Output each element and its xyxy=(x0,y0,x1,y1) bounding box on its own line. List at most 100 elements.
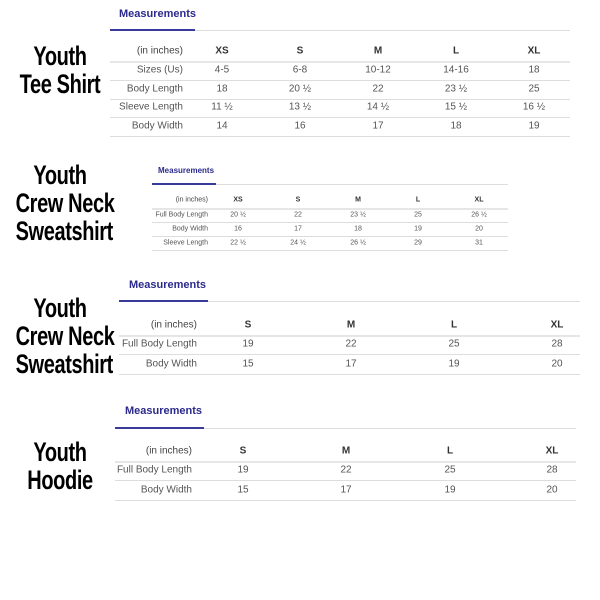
table-cell: 19 xyxy=(414,225,422,233)
tab-divider xyxy=(152,184,508,185)
header-divider xyxy=(119,334,580,337)
row-label: Body Width xyxy=(131,120,183,132)
row-label: Body Width xyxy=(140,484,192,496)
row-label: Body Width xyxy=(145,358,197,370)
column-header-l: L xyxy=(415,196,421,204)
row-divider xyxy=(110,79,570,81)
row-label: Body Length xyxy=(126,83,183,95)
product-heading: Youth Crew Neck Sweatshirt xyxy=(0,161,120,245)
row-label: Sleeve Length xyxy=(119,101,183,113)
table-cell: 18 xyxy=(450,120,462,132)
table-cell: 20 xyxy=(551,358,563,370)
table-cell: 22 ½ xyxy=(230,239,246,247)
table-cell: 22 xyxy=(294,211,302,219)
unit-label: (in inches) xyxy=(175,196,208,204)
table-cell: 17 xyxy=(372,120,384,132)
product-heading-line: Tee Shirt xyxy=(19,69,101,99)
table-cell: 18 xyxy=(354,225,362,233)
table-cell: 17 xyxy=(340,484,352,496)
column-header-xs: XS xyxy=(233,196,243,204)
column-header-s: S xyxy=(244,319,252,331)
table-cell: 6-8 xyxy=(292,64,308,76)
table-cell: 14 xyxy=(216,120,228,132)
row-label: Full Body Length xyxy=(116,464,192,476)
table-cell: 22 xyxy=(372,83,384,95)
table-cell: 22 xyxy=(345,338,357,350)
table-cell: 17 xyxy=(294,225,302,233)
table-cell: 19 xyxy=(448,358,460,370)
table-cell: 18 xyxy=(216,83,228,95)
table-cell: 20 ½ xyxy=(288,83,312,95)
table-cell: 28 xyxy=(546,464,558,476)
tab-underline xyxy=(119,300,208,302)
column-header-m: M xyxy=(373,45,383,57)
column-header-xl: XL xyxy=(474,196,484,204)
table-cell: 20 xyxy=(475,225,483,233)
product-heading-line: Hoodie xyxy=(27,465,93,495)
product-heading-line: Youth xyxy=(33,41,87,71)
column-header-l: L xyxy=(446,445,454,457)
table-cell: 29 xyxy=(414,239,422,247)
row-label: Full Body Length xyxy=(121,338,197,350)
row-label: Sleeve Length xyxy=(163,239,208,247)
row-divider xyxy=(152,250,508,251)
product-heading-line: Youth xyxy=(33,160,87,190)
table-cell: 25 xyxy=(448,338,460,350)
product-heading: Youth Crew Neck Sweatshirt xyxy=(0,294,120,378)
table-cell: 14 ½ xyxy=(366,101,390,113)
column-header-l: L xyxy=(450,319,458,331)
table-cell: 11 ½ xyxy=(211,101,233,113)
table-cell: 22 xyxy=(340,464,352,476)
column-header-xl: XL xyxy=(527,45,541,57)
product-heading-line: Crew Neck xyxy=(15,321,115,351)
tab-measurements[interactable]: Measurements xyxy=(125,404,203,417)
table-cell: 19 xyxy=(242,338,254,350)
tab-divider xyxy=(119,301,580,302)
row-divider xyxy=(119,354,580,355)
column-header-xl: XL xyxy=(550,319,564,331)
table-cell: 23 ½ xyxy=(350,211,366,219)
table-cell: 16 ½ xyxy=(522,101,546,113)
column-header-m: M xyxy=(346,319,356,331)
header-divider xyxy=(110,60,570,63)
table-cell: 23 ½ xyxy=(444,83,468,95)
table-cell: 25 xyxy=(528,83,540,95)
tab-measurements[interactable]: Measurements xyxy=(158,166,215,175)
column-header-l: L xyxy=(452,45,460,57)
table-cell: 15 xyxy=(237,484,249,496)
row-divider xyxy=(110,98,570,100)
table-cell: 28 xyxy=(551,338,563,350)
header-divider xyxy=(115,460,576,463)
row-divider xyxy=(152,236,508,237)
product-heading-line: Youth xyxy=(33,293,87,323)
table-cell: 20 xyxy=(546,484,558,496)
tab-underline xyxy=(152,183,216,185)
product-heading-line: Youth xyxy=(33,437,87,467)
column-header-s: S xyxy=(295,196,301,204)
table-cell: 17 xyxy=(345,358,357,370)
row-divider xyxy=(110,116,570,118)
row-label: Full Body Length xyxy=(155,211,208,219)
table-cell: 19 xyxy=(444,484,456,496)
product-heading: Youth Tee Shirt xyxy=(0,42,120,98)
table-cell: 10-12 xyxy=(365,64,391,76)
table-cell: 31 xyxy=(475,239,483,247)
column-header-m: M xyxy=(355,196,361,204)
table-cell: 16 xyxy=(234,225,242,233)
table-cell: 26 ½ xyxy=(471,211,487,219)
column-header-xs: XS xyxy=(215,45,229,57)
tab-measurements[interactable]: Measurements xyxy=(119,7,197,20)
product-heading: Youth Hoodie xyxy=(0,438,120,494)
row-divider xyxy=(115,500,576,501)
tab-measurements[interactable]: Measurements xyxy=(129,278,207,291)
row-label: Body Width xyxy=(172,225,208,233)
table-cell: 13 ½ xyxy=(288,101,312,113)
header-divider xyxy=(152,207,508,210)
tab-divider xyxy=(115,428,576,429)
table-cell: 25 xyxy=(414,211,422,219)
table-cell: 15 ½ xyxy=(444,101,468,113)
table-cell: 4-5 xyxy=(214,64,230,76)
tab-divider xyxy=(110,30,570,31)
table-cell: 15 xyxy=(242,358,254,370)
table-cell: 20 ½ xyxy=(230,211,246,219)
